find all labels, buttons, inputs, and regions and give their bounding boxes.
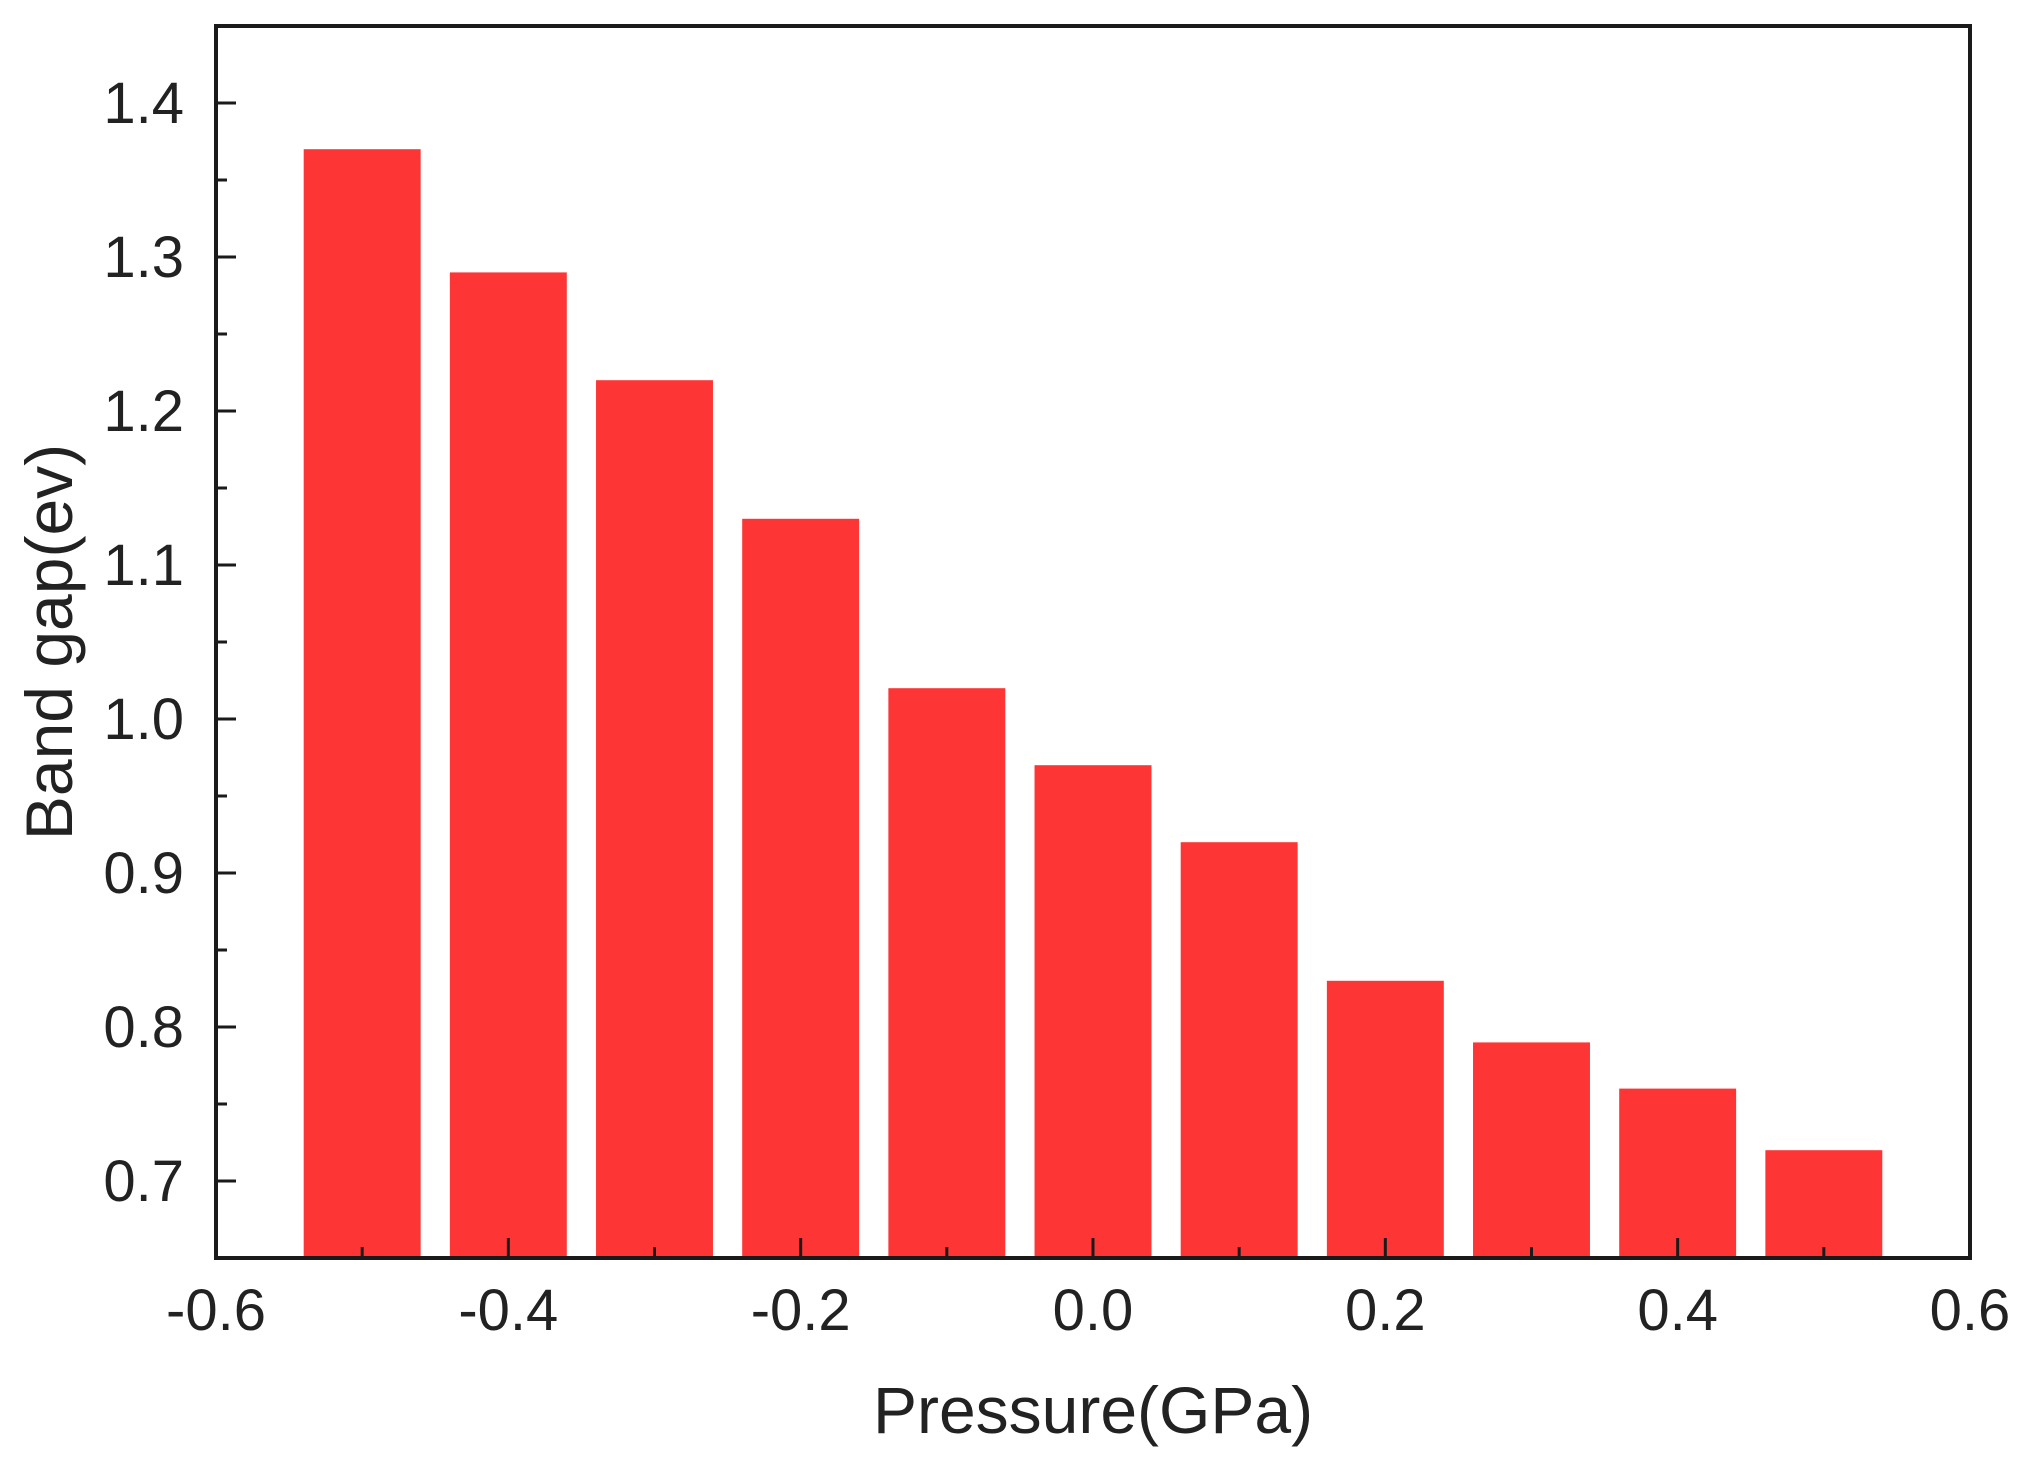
- bar-8: [1473, 1042, 1590, 1258]
- plot-frame: [214, 24, 1972, 1260]
- x-tick-label-1: -0.4: [458, 1278, 558, 1343]
- y-tick-label-3: 1.0: [103, 687, 184, 752]
- bar-3: [742, 518, 860, 1258]
- y-tick-label-0: 0.7: [103, 1149, 184, 1214]
- y-tick-label-7: 1.4: [103, 71, 184, 136]
- x-tick-label-3: 0.0: [1053, 1278, 1134, 1343]
- x-tick-labels: -0.6 -0.4 -0.2 0.0 0.2 0.4 0.6: [166, 1278, 2010, 1343]
- bar-7: [1326, 980, 1444, 1258]
- y-axis-title: Band gap(ev): [12, 444, 86, 840]
- bar-6: [1180, 842, 1298, 1258]
- x-tick-label-5: 0.4: [1637, 1278, 1718, 1343]
- y-tick-label-6: 1.3: [103, 225, 184, 290]
- bar-2: [596, 380, 713, 1258]
- x-tick-label-0: -0.6: [166, 1278, 266, 1343]
- y-tick-labels: 0.7 0.8 0.9 1.0 1.1 1.2 1.3 1.4: [103, 71, 184, 1214]
- y-tick-label-2: 0.9: [103, 841, 184, 906]
- x-tick-label-6: 0.6: [1930, 1278, 2011, 1343]
- x-axis-title: Pressure(GPa): [873, 1373, 1313, 1447]
- bar-9: [1619, 1088, 1737, 1258]
- y-tick-label-1: 0.8: [103, 995, 184, 1060]
- bar-1: [449, 272, 567, 1258]
- bar-10: [1765, 1150, 1883, 1258]
- bar-5: [1034, 765, 1152, 1258]
- bar-4: [888, 688, 1006, 1258]
- y-tick-label-5: 1.2: [103, 379, 184, 444]
- bar-0: [303, 149, 421, 1259]
- x-tick-label-2: -0.2: [751, 1278, 851, 1343]
- bars-layer: [303, 149, 1883, 1259]
- x-tick-label-4: 0.2: [1345, 1278, 1426, 1343]
- y-tick-label-4: 1.1: [103, 533, 184, 598]
